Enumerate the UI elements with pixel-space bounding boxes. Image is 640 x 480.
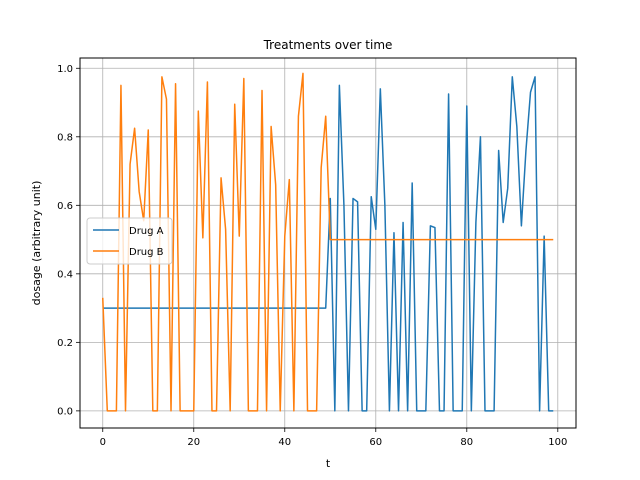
series-line-drug-b [102, 72, 554, 412]
x-tick-label: 80 [460, 437, 473, 448]
legend-label-drug-a: Drug A [129, 226, 164, 237]
x-tick-label: 20 [187, 437, 200, 448]
x-tick-label: 60 [369, 437, 382, 448]
y-tick-label: 0.6 [57, 201, 73, 212]
y-tick-label: 0.2 [57, 338, 73, 349]
y-tick-label: 1.0 [57, 64, 73, 75]
y-tick-label: 0.8 [57, 132, 73, 143]
chart-title: Treatments over time [263, 38, 393, 52]
ticks: 0 20 40 60 80 100 0.0 0.2 0.4 0.6 0.8 1.0 [57, 64, 567, 448]
x-tick-label: 0 [100, 437, 106, 448]
y-tick-label: 0.0 [57, 406, 73, 417]
y-axis-label: dosage (arbitrary unit) [30, 181, 43, 306]
x-tick-label: 100 [548, 437, 567, 448]
legend: Drug A Drug B [86, 217, 173, 265]
x-tick-label: 40 [278, 437, 291, 448]
series-layer [102, 72, 554, 412]
plot-frame [79, 57, 577, 429]
y-tick-label: 0.4 [57, 269, 73, 280]
series-line-drug-a [102, 76, 554, 412]
legend-label-drug-b: Drug B [129, 247, 164, 258]
x-axis-label: t [326, 457, 331, 470]
